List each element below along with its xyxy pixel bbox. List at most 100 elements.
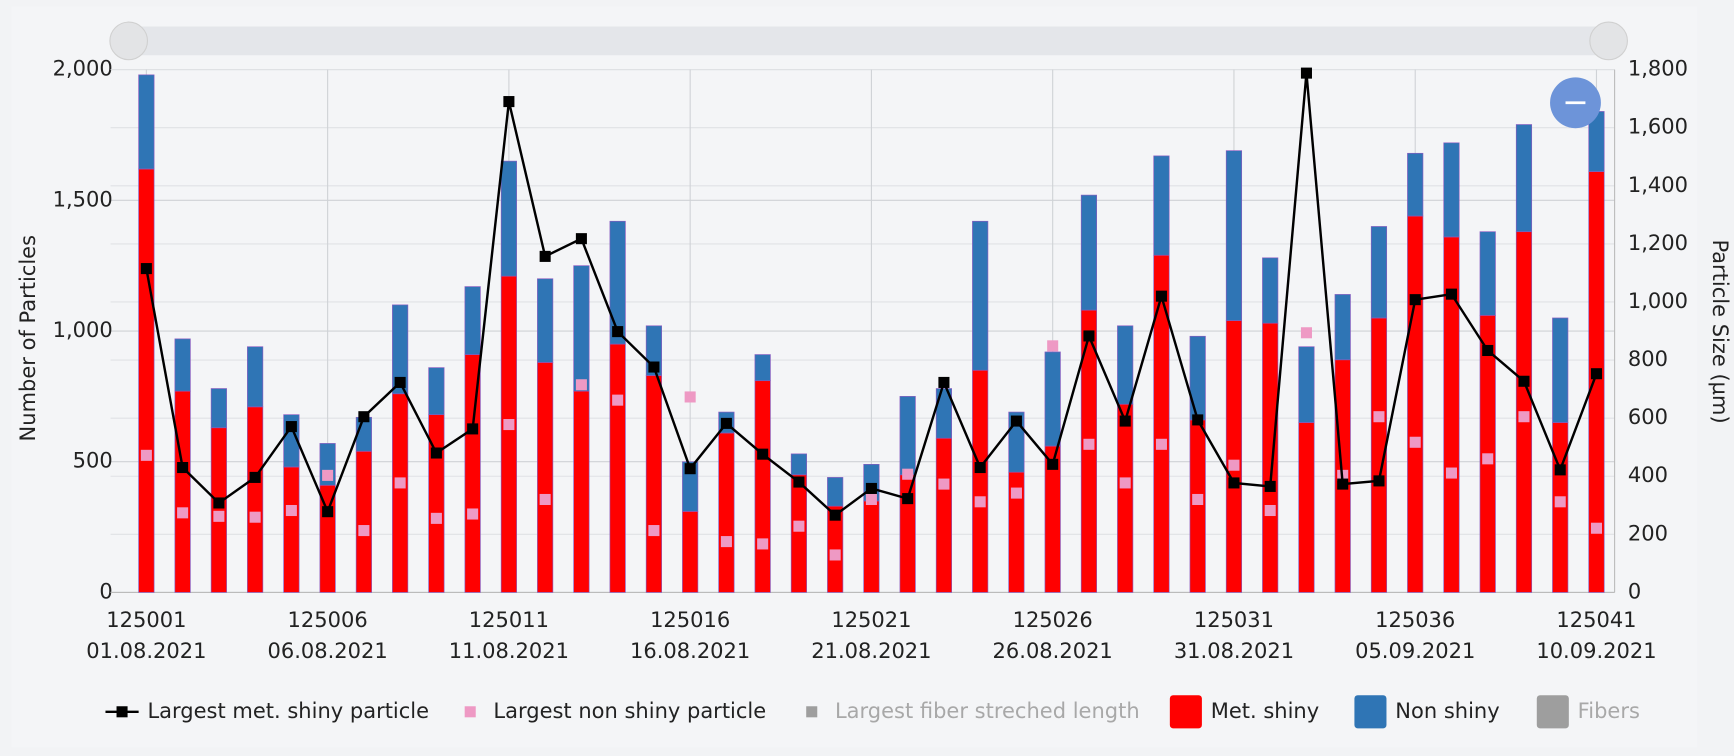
bar-segment xyxy=(863,500,880,593)
y2-tick-label: 1,000 xyxy=(1628,289,1688,313)
bar-segment xyxy=(754,380,771,593)
x-tick-label: 125041 xyxy=(1556,608,1636,632)
line-marker xyxy=(720,417,732,429)
plot xyxy=(138,67,1605,593)
y-tick-label: 1,000 xyxy=(53,318,113,342)
bar-segment xyxy=(355,450,372,593)
line-marker xyxy=(213,497,225,509)
line-marker xyxy=(1047,458,1059,470)
legend-marker xyxy=(806,706,818,718)
scatter-point xyxy=(140,449,152,461)
y2-tick-label: 800 xyxy=(1628,347,1668,371)
bar-segment xyxy=(210,427,227,593)
scatter-point xyxy=(358,525,370,537)
bar-segment xyxy=(283,466,300,593)
bar-segment xyxy=(1262,257,1279,324)
scatter-point xyxy=(1482,453,1494,465)
x-tick-date: 26.08.2021 xyxy=(993,639,1113,663)
bar-segment xyxy=(1189,419,1206,593)
x-tick-label: 125026 xyxy=(1013,608,1093,632)
scatter-point xyxy=(467,508,479,520)
legend-swatch xyxy=(1169,695,1202,729)
scatter-point xyxy=(974,496,986,508)
y2-tick-label: 1,400 xyxy=(1628,173,1688,197)
bar-segment xyxy=(754,354,771,382)
scatter-point xyxy=(648,525,660,537)
line-marker xyxy=(467,423,479,435)
line-marker xyxy=(140,263,152,275)
legend-swatch xyxy=(1354,695,1387,729)
bar-segment xyxy=(537,362,554,593)
bar-segment xyxy=(972,369,989,593)
scatter-point xyxy=(575,379,587,391)
legend-label[interactable]: Fibers xyxy=(1578,699,1640,723)
y-axis-title: Number of Particles xyxy=(16,235,40,441)
y2-tick-label: 1,800 xyxy=(1628,57,1688,81)
bar-segment xyxy=(1153,254,1170,593)
legend-label[interactable]: Largest met. shiny particle xyxy=(147,699,429,723)
x-tick-date: 21.08.2021 xyxy=(811,639,931,663)
bar-segment xyxy=(1225,320,1243,593)
bar-segment xyxy=(537,278,554,363)
y2-tick-label: 400 xyxy=(1628,463,1668,487)
bar-segment xyxy=(573,265,590,392)
slider-handle-right[interactable] xyxy=(1589,21,1628,61)
line-marker xyxy=(322,506,334,518)
scatter-point xyxy=(1264,504,1276,517)
bar-segment xyxy=(1262,322,1279,593)
y2-tick-label: 1,200 xyxy=(1628,231,1688,255)
bar-segment xyxy=(899,474,916,593)
legend-label[interactable]: Largest fiber streched length xyxy=(835,699,1140,723)
scatter-point xyxy=(1373,411,1385,423)
bar-segment xyxy=(138,168,155,593)
bar-segment xyxy=(1479,231,1496,316)
line-marker xyxy=(1445,288,1457,300)
bar-segment xyxy=(1298,422,1315,593)
line-marker xyxy=(902,493,914,505)
legend: Largest met. shiny particle Largest non s… xyxy=(105,695,1640,729)
bar-segment xyxy=(174,338,191,392)
line-marker xyxy=(1554,464,1566,476)
scatter-point xyxy=(684,391,696,403)
legend-label[interactable]: Largest non shiny particle xyxy=(493,699,766,723)
y2-tick-label: 200 xyxy=(1628,521,1668,545)
bar-segment xyxy=(1407,152,1424,217)
bar-segment xyxy=(827,477,844,507)
scatter-point xyxy=(1590,522,1602,534)
x-tick-label: 125031 xyxy=(1194,608,1274,632)
scatter-point xyxy=(177,507,189,519)
bar-segment xyxy=(972,220,989,371)
scatter-point xyxy=(1445,467,1457,479)
x-tick-date: 05.09.2021 xyxy=(1355,639,1475,663)
legend-label[interactable]: Non shiny xyxy=(1395,699,1499,723)
bar-segment xyxy=(790,474,807,593)
x-tick-date: 06.08.2021 xyxy=(268,639,388,663)
scatter-point xyxy=(938,478,950,490)
scatter-point xyxy=(1155,438,1167,450)
legend-swatch xyxy=(1536,695,1569,729)
line-marker xyxy=(358,411,370,423)
line-marker xyxy=(612,326,624,338)
x-tick-label: 125001 xyxy=(106,608,186,632)
line-marker xyxy=(430,447,442,459)
y2-tick-label: 0 xyxy=(1628,579,1641,603)
scatter-point xyxy=(1083,438,1095,450)
line-marker xyxy=(575,233,587,245)
line-marker xyxy=(793,476,805,488)
bar-segment xyxy=(1189,335,1206,421)
y2-tick-label: 600 xyxy=(1628,405,1668,429)
slider-handle-left[interactable] xyxy=(109,21,149,61)
legend-marker xyxy=(116,706,128,718)
bar-segment xyxy=(609,343,626,593)
x-tick-date: 10.09.2021 xyxy=(1536,639,1656,663)
scatter-point xyxy=(757,538,769,550)
y-tick-label: 1,500 xyxy=(53,187,113,211)
bar-segment xyxy=(573,390,590,593)
scatter-point xyxy=(1119,477,1131,489)
line-marker xyxy=(1590,368,1602,380)
legend-label[interactable]: Met. shiny xyxy=(1211,699,1319,723)
scatter-point xyxy=(1409,436,1421,448)
x-tick-date: 11.08.2021 xyxy=(449,639,569,663)
bar-segment xyxy=(935,437,952,593)
